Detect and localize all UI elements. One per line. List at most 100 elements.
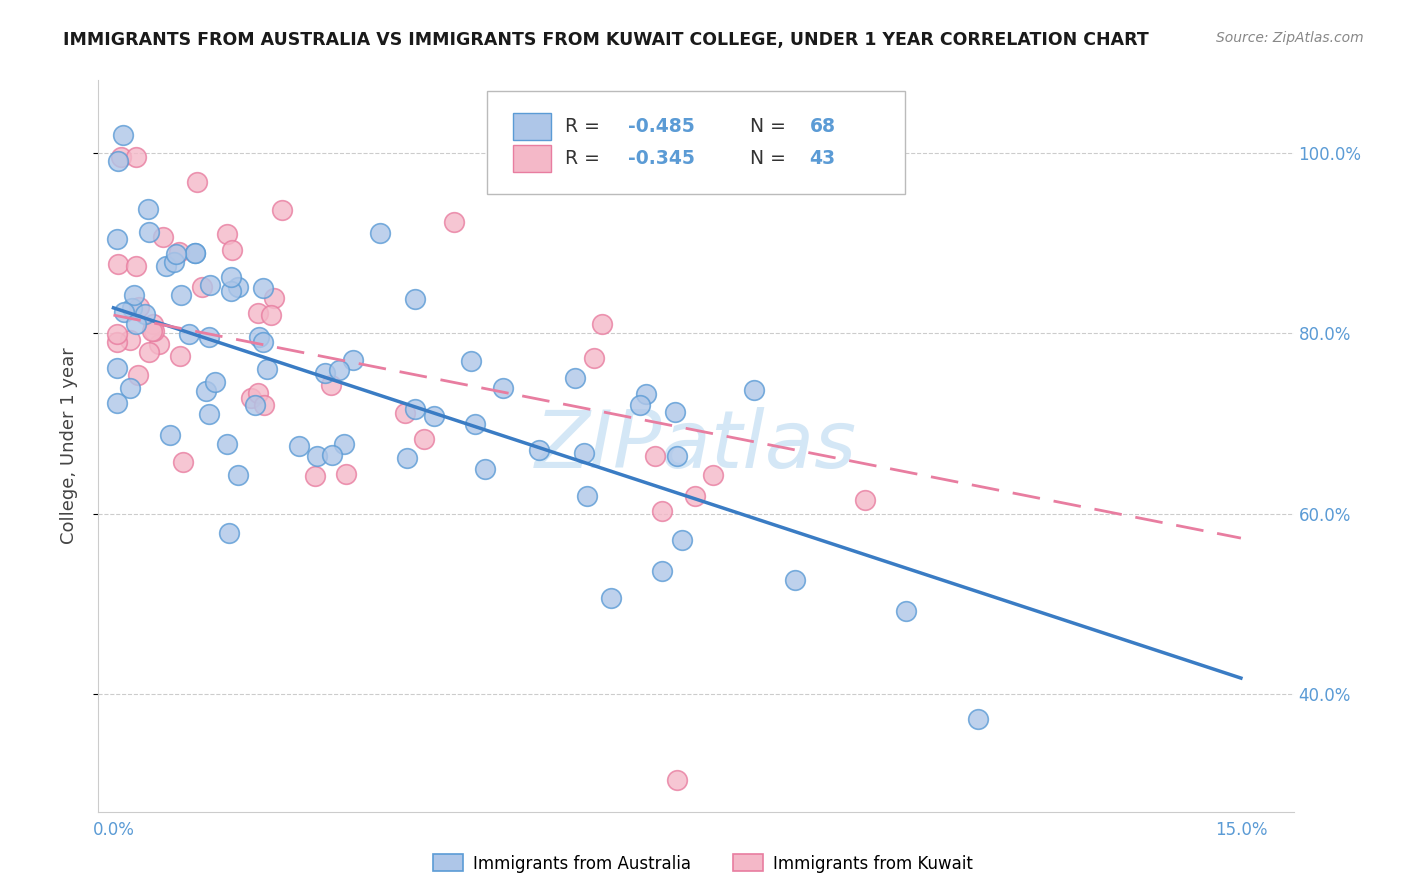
Point [342,352,364,367]
Point [218,526,240,541]
Point [159,427,181,442]
Text: R =: R = [565,117,606,136]
Point [107,154,129,169]
Point [167,245,190,260]
Point [121,301,143,315]
Point [335,467,357,481]
Point [184,246,207,260]
Text: -0.485: -0.485 [628,117,695,136]
Point [169,350,191,364]
Point [105,361,128,376]
Point [333,437,356,451]
Point [138,225,160,239]
Point [155,259,177,273]
Point [527,443,550,458]
Text: 43: 43 [810,149,835,168]
Legend: Immigrants from Australia, Immigrants from Kuwait: Immigrants from Australia, Immigrants fr… [426,847,980,880]
Point [288,440,311,454]
Point [165,247,187,261]
Point [111,128,134,142]
Point [702,467,724,482]
Point [138,345,160,359]
Text: N =: N = [749,117,792,136]
Point [105,326,128,341]
Point [221,284,243,298]
Point [443,215,465,229]
Point [152,229,174,244]
Point [239,392,262,406]
Point [464,417,486,431]
Point [671,533,693,548]
Point [122,287,145,301]
Point [575,489,598,503]
Point [967,712,990,726]
Point [112,305,135,319]
Point [394,406,416,420]
Text: R =: R = [565,149,606,168]
Point [226,467,249,482]
Point [564,371,586,385]
Point [582,351,605,365]
Point [853,493,876,508]
Point [110,150,132,164]
Y-axis label: College, Under 1 year: College, Under 1 year [59,348,77,544]
Point [125,259,148,273]
Point [125,318,148,332]
FancyBboxPatch shape [486,91,905,194]
Point [247,330,270,344]
Text: N =: N = [749,149,792,168]
Point [246,385,269,400]
Point [404,292,426,306]
Point [217,227,239,241]
Point [247,306,270,320]
Point [163,254,186,268]
Point [683,490,706,504]
Point [599,591,621,606]
Point [785,573,807,587]
Point [191,279,214,293]
Point [572,445,595,459]
Point [644,449,666,463]
Point [204,375,226,389]
Point [256,362,278,376]
Point [651,564,673,578]
FancyBboxPatch shape [513,113,551,139]
Point [107,335,129,350]
Point [120,334,142,348]
Point [314,366,336,380]
Point [319,378,342,392]
Point [125,150,148,164]
Point [136,202,159,217]
Point [105,232,128,246]
Point [651,504,673,518]
Point [172,455,194,469]
Point [253,398,276,412]
Point [184,245,207,260]
Point [120,381,142,395]
Point [370,226,392,240]
Point [636,387,658,401]
Point [127,368,149,382]
Text: Source: ZipAtlas.com: Source: ZipAtlas.com [1216,31,1364,45]
Point [474,462,496,476]
Point [270,202,292,217]
Point [141,324,163,338]
Point [186,175,208,189]
Point [321,448,343,462]
Point [252,334,274,349]
Point [328,362,350,376]
Point [134,307,156,321]
Point [107,257,129,271]
Point [198,407,221,421]
Point [628,398,651,412]
Point [198,330,221,344]
Point [664,405,686,419]
Point [217,437,239,451]
Point [195,384,218,399]
Point [221,243,243,257]
Point [666,449,689,463]
Point [105,396,128,410]
Point [170,287,193,301]
Point [226,280,249,294]
Point [252,281,274,295]
